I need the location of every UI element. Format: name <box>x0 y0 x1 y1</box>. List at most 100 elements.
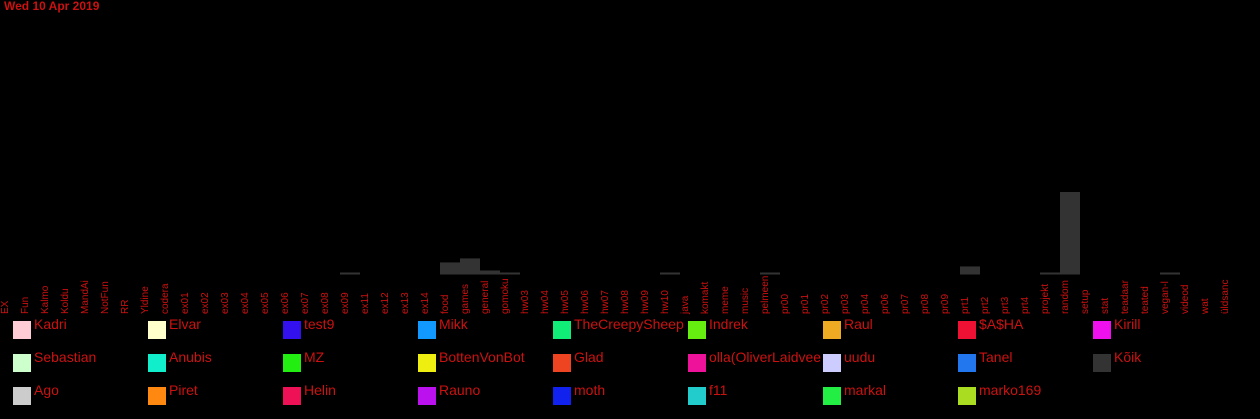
x-tick-label: Koldu <box>60 288 71 314</box>
bar-games <box>460 258 480 275</box>
legend-item: Ago <box>13 382 146 405</box>
legend-label: marko169 <box>979 382 1042 398</box>
bar-random <box>1060 192 1080 275</box>
legend-swatch <box>553 354 571 372</box>
x-tick-label: ex09 <box>340 292 351 314</box>
x-tick-label: videod <box>1180 285 1191 314</box>
x-tick-label: gomoku <box>500 278 511 314</box>
x-tick-label: pr07 <box>900 294 911 314</box>
legend: Kadri Elvar test9 Mikk TheCreepySheep Indrek R… <box>0 316 1260 419</box>
x-tick-label: hw03 <box>520 290 531 314</box>
x-tick-label: prt2 <box>980 296 991 314</box>
x-tick-label: food <box>440 295 451 314</box>
legend-label: BottenVonBot <box>439 349 525 365</box>
legend-swatch <box>958 354 976 372</box>
legend-item: Kadri <box>13 316 146 339</box>
x-tick-label: hw08 <box>620 290 631 314</box>
x-tick-label: prt3 <box>1000 296 1011 314</box>
x-tick-label: hw09 <box>640 290 651 314</box>
legend-item: Anubis <box>148 349 281 372</box>
legend-swatch <box>823 321 841 339</box>
legend-label: Indrek <box>709 316 748 332</box>
x-tick-label: general <box>480 281 491 314</box>
legend-swatch <box>1093 354 1111 372</box>
x-tick-label: teadaar <box>1120 279 1131 314</box>
x-tick-label: Yldine <box>140 286 151 314</box>
x-tick-label: Kalmo <box>40 285 51 314</box>
x-tick-label: üldsanc <box>1220 280 1231 314</box>
legend-swatch <box>688 354 706 372</box>
legend-item: moth <box>553 382 686 405</box>
legend-label: Glad <box>574 349 604 365</box>
legend-item: uudu <box>823 349 956 372</box>
x-tick-label: ex06 <box>280 292 291 314</box>
legend-item: f11 <box>688 382 821 405</box>
x-tick-label: ex13 <box>400 292 411 314</box>
x-tick-label: prt1 <box>960 296 971 314</box>
bar-chart: EX Fun Kalmo Koldu MandAi NotFun RR Yldine coder… <box>0 192 1231 315</box>
legend-label: Raul <box>844 316 873 332</box>
legend-item: Mikk <box>418 316 551 339</box>
bar-pelmeen <box>760 272 780 275</box>
legend-swatch <box>688 387 706 405</box>
x-tick-label: ex08 <box>320 292 331 314</box>
legend-swatch <box>283 354 301 372</box>
legend-item: TheCreepySheep <box>553 316 686 339</box>
bar-vegan-l <box>1160 272 1180 275</box>
legend-label: Kõik <box>1114 349 1142 365</box>
x-tick-label: codera <box>160 283 171 314</box>
x-tick-label: ex05 <box>260 292 271 314</box>
legend-item: MZ <box>283 349 416 372</box>
x-tick-label: pr06 <box>880 294 891 314</box>
bar-ex09 <box>340 272 360 275</box>
legend-item: Kõik <box>1093 349 1226 372</box>
legend-swatch <box>1093 321 1111 339</box>
x-tick-label: setup <box>1080 289 1091 314</box>
bar-general <box>480 270 500 275</box>
legend-item: Sebastian <box>13 349 146 372</box>
legend-item: olla(OliverLaidvee) <box>688 349 821 372</box>
x-tick-label: pr00 <box>780 294 791 314</box>
legend-swatch <box>148 321 166 339</box>
legend-label: f11 <box>709 382 728 398</box>
x-tick-label: teated <box>1140 286 1151 314</box>
x-tick-label: hw07 <box>600 290 611 314</box>
x-tick-label: RR <box>120 300 131 314</box>
legend-swatch <box>688 321 706 339</box>
legend-swatch <box>418 354 436 372</box>
legend-label: uudu <box>844 349 876 365</box>
x-tick-label: pr01 <box>800 294 811 314</box>
legend-label: Sebastian <box>34 349 97 365</box>
legend-swatch <box>148 387 166 405</box>
legend-label: TheCreepySheep <box>574 316 684 332</box>
x-tick-label: pr09 <box>940 294 951 314</box>
legend-item: markal <box>823 382 956 405</box>
legend-swatch <box>13 321 31 339</box>
legend-label: markal <box>844 382 887 398</box>
x-tick-label: wat <box>1200 298 1211 315</box>
legend-item: Rauno <box>418 382 551 405</box>
legend-label: Ago <box>34 382 59 398</box>
legend-item: Elvar <box>148 316 281 339</box>
legend-label: Elvar <box>169 316 201 332</box>
x-tick-label: prt4 <box>1020 296 1031 314</box>
x-tick-label: ex02 <box>200 292 211 314</box>
legend-swatch <box>148 354 166 372</box>
legend-label: Piret <box>169 382 198 398</box>
legend-label: Rauno <box>439 382 481 398</box>
legend-item: marko169 <box>958 382 1091 405</box>
x-tick-label: hw04 <box>540 290 551 314</box>
x-tick-label: games <box>460 284 471 314</box>
legend-item: $A$HA <box>958 316 1091 339</box>
legend-swatch <box>823 387 841 405</box>
x-tick-label: hw05 <box>560 290 571 314</box>
x-tick-labels: EX Fun Kalmo Koldu MandAi NotFun RR Yldine coder… <box>0 276 1231 315</box>
x-tick-label: ex01 <box>180 292 191 314</box>
legend-label: $A$HA <box>979 316 1024 332</box>
x-tick-label: ex03 <box>220 292 231 314</box>
legend-label: Tanel <box>979 349 1013 365</box>
legend-swatch <box>823 354 841 372</box>
legend-item: Tanel <box>958 349 1091 372</box>
x-tick-label: komakt <box>700 282 711 314</box>
x-tick-label: ex12 <box>380 292 391 314</box>
